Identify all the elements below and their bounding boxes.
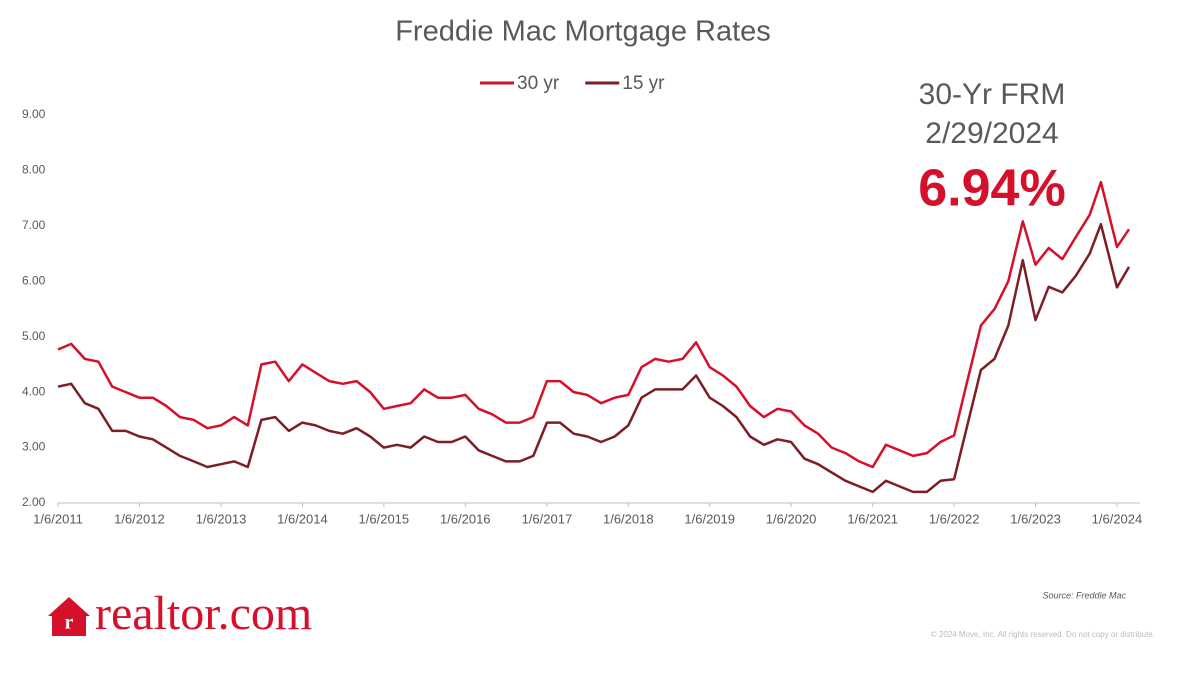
x-tick-label: 1/6/2011 [33, 511, 83, 526]
y-tick-label: 9.00 [22, 107, 46, 121]
annotation-label: 30-Yr FRM [919, 78, 1066, 111]
legend-label: 30 yr [517, 73, 560, 94]
y-tick-label: 7.00 [22, 218, 46, 232]
x-tick-label: 1/6/2013 [196, 511, 247, 526]
x-tick-label: 1/6/2020 [766, 511, 817, 526]
series-line [57, 180, 1131, 469]
x-tick-label: 1/6/2016 [440, 511, 491, 526]
x-tick-label: 1/6/2019 [684, 511, 735, 526]
legend-label: 15 yr [622, 73, 665, 94]
annotation-value: 6.94% [918, 160, 1065, 218]
x-tick-label: 1/6/2012 [114, 511, 165, 526]
series-line [57, 222, 1131, 494]
copyright: © 2024 Move, Inc. All rights reserved. D… [931, 630, 1155, 639]
y-tick-label: 4.00 [22, 384, 46, 398]
x-tick-label: 1/6/2017 [522, 511, 573, 526]
y-tick-label: 8.00 [22, 163, 46, 177]
x-tick-label: 1/6/2022 [929, 511, 980, 526]
y-tick-label: 6.00 [22, 273, 46, 287]
x-tick-label: 1/6/2014 [277, 511, 328, 526]
x-tick-label: 1/6/2015 [359, 511, 410, 526]
chart-title: Freddie Mac Mortgage Rates [395, 16, 771, 48]
x-tick-label: 1/6/2024 [1092, 511, 1143, 526]
logo-text: realtor.com [95, 587, 312, 640]
x-tick-label: 1/6/2018 [603, 511, 654, 526]
logo-house [48, 597, 90, 636]
y-tick-label: 3.00 [22, 440, 46, 454]
logo-r: r [65, 612, 74, 634]
y-tick-label: 5.00 [22, 329, 46, 343]
source: Source: Freddie Mac [1042, 590, 1126, 600]
x-tick-label: 1/6/2023 [1010, 511, 1061, 526]
logo: r realtor.com [48, 587, 312, 640]
y-tick-label: 2.00 [22, 495, 46, 509]
x-tick-label: 1/6/2021 [847, 511, 898, 526]
annotation-date: 2/29/2024 [925, 117, 1058, 150]
